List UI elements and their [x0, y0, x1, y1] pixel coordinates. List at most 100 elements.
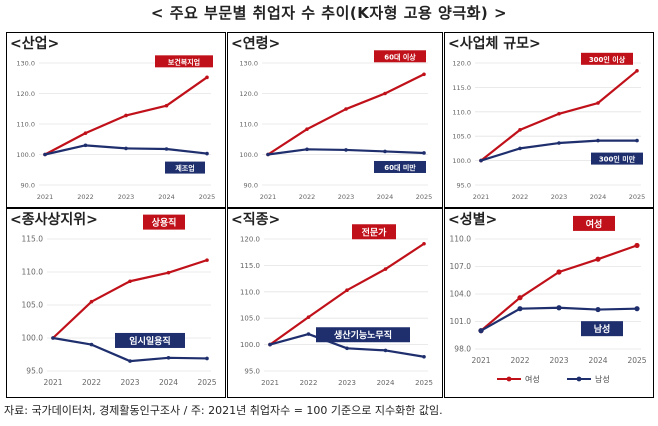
data-point — [517, 306, 523, 312]
series-label: 보건복지업 — [168, 57, 200, 66]
data-point — [595, 256, 601, 262]
x-tick-label: 2024 — [158, 193, 175, 201]
panel-title: <연령> — [231, 36, 281, 52]
series-label: 여성 — [586, 218, 603, 230]
legend-label: 여성 — [525, 374, 540, 384]
series-label: 300인 이상 — [589, 55, 626, 64]
data-point — [268, 342, 272, 347]
chart-panel-age: <연령> 90.0 100.0 110.0 120.0 130.0 2021 2022 202… — [227, 32, 443, 208]
chart-panel-occupation: <직종> 95.0 100.0 105.0 110.0 115.0 120.0 2021 20… — [227, 208, 443, 398]
series-label: 상용직 — [152, 217, 177, 229]
x-tick-label: 2025 — [199, 193, 216, 201]
series-label-box — [591, 152, 643, 165]
data-point — [635, 69, 639, 73]
x-tick-label: 2021 — [37, 193, 54, 201]
y-tick-label: 130.0 — [239, 60, 258, 68]
y-tick-label: 107.0 — [450, 262, 472, 271]
chart-svg: 95.0 100.0 105.0 110.0 115.0 2021 2022 2023 2024… — [22, 214, 217, 387]
series-line — [267, 73, 425, 156]
x-tick-label: 2025 — [197, 378, 216, 387]
data-point — [345, 288, 349, 293]
y-tick-label: 104.0 — [450, 290, 472, 299]
series-label: 60대 이상 — [384, 52, 416, 61]
x-tick-label: 2022 — [299, 193, 316, 201]
x-tick-label: 2024 — [588, 356, 607, 365]
data-point — [422, 354, 426, 359]
y-tick-label: 115.0 — [22, 235, 44, 244]
series-label-box — [155, 55, 213, 68]
x-tick-label: 2021 — [261, 379, 279, 387]
data-point — [166, 270, 171, 275]
x-tick-label: 2024 — [377, 193, 394, 201]
y-tick-label: 98.0 — [454, 345, 471, 354]
x-tick-label: 2023 — [338, 379, 356, 387]
data-point — [128, 359, 132, 363]
data-point — [89, 299, 94, 304]
data-point — [556, 305, 562, 311]
chart-panel-size: <사업체 규모> 95.0 100.0 105.0 110.0 115.0 120.0 20… — [444, 32, 654, 208]
series-label-box — [143, 214, 185, 230]
series-label-box — [374, 50, 426, 63]
y-tick-label: 120.0 — [452, 60, 471, 68]
y-tick-label: 110.0 — [22, 268, 44, 277]
panel-title: <성별> — [448, 212, 498, 228]
series-label: 전문가 — [362, 226, 388, 238]
data-point — [383, 91, 387, 96]
data-point — [43, 152, 47, 157]
panel-title: <산업> — [10, 36, 60, 52]
y-tick-label: 100.0 — [452, 157, 471, 165]
series-label-box — [581, 321, 623, 337]
data-point — [517, 295, 523, 301]
y-tick-label: 90.0 — [244, 182, 258, 190]
x-tick-label: 2023 — [551, 193, 568, 201]
data-point — [83, 143, 88, 148]
source-note: 자료: 국가데이터처, 경제활동인구조사 / 주: 2021년 취업자수 = 1… — [4, 404, 443, 417]
data-point — [479, 158, 483, 163]
y-tick-label: 110.0 — [16, 121, 35, 129]
y-tick-label: 130.0 — [16, 60, 35, 68]
series-label: 제조업 — [175, 164, 194, 173]
y-tick-label: 105.0 — [22, 301, 44, 310]
data-point — [557, 141, 561, 145]
data-point — [51, 336, 55, 340]
data-point — [205, 151, 209, 156]
data-point — [164, 147, 169, 151]
x-tick-label: 2022 — [300, 379, 318, 387]
y-tick-label: 110.0 — [240, 288, 260, 296]
data-point — [556, 269, 562, 275]
data-point — [205, 258, 209, 262]
x-tick-label: 2023 — [338, 193, 355, 201]
panel-title: <종사상지위> — [10, 212, 98, 228]
data-point — [383, 267, 388, 271]
data-point — [422, 151, 426, 155]
panel-title: <직종> — [231, 212, 281, 228]
chart-panel-industry: <산업> 90.0 100.0 110.0 120.0 130.0 2021 2022 202… — [6, 32, 226, 208]
y-tick-label: 120.0 — [240, 236, 260, 244]
data-point — [634, 242, 640, 249]
data-point — [124, 146, 128, 151]
x-tick-label: 2025 — [629, 193, 646, 201]
data-point — [596, 101, 600, 105]
y-tick-label: 110.0 — [450, 235, 472, 244]
chart-svg: 90.0 100.0 110.0 120.0 130.0 2021 2022 2023 2024… — [239, 50, 432, 201]
data-point — [164, 103, 169, 108]
series-label-box — [573, 215, 615, 231]
series-label-box — [374, 160, 426, 173]
data-point — [344, 148, 348, 152]
x-tick-label: 2022 — [82, 378, 101, 387]
x-tick-label: 2025 — [627, 356, 646, 365]
x-tick-label: 2023 — [118, 193, 135, 201]
legend-label: 남성 — [595, 375, 610, 384]
chart-svg: 95.0 100.0 105.0 110.0 115.0 120.0 2021 2022 202… — [240, 224, 433, 387]
chart-svg: 90.0 100.0 110.0 120.0 130.0 2021 2022 2023 2024… — [16, 55, 216, 201]
panel-title: <사업체 규모> — [448, 36, 541, 52]
y-tick-label: 90.0 — [21, 182, 35, 190]
x-tick-label: 2021 — [43, 378, 62, 387]
x-tick-label: 2024 — [377, 379, 395, 387]
series-label-box — [352, 224, 396, 240]
data-point — [383, 149, 387, 154]
data-point — [89, 342, 94, 347]
y-tick-label: 110.0 — [452, 108, 471, 116]
x-tick-label: 2021 — [260, 193, 277, 201]
x-tick-label: 2022 — [512, 193, 529, 201]
